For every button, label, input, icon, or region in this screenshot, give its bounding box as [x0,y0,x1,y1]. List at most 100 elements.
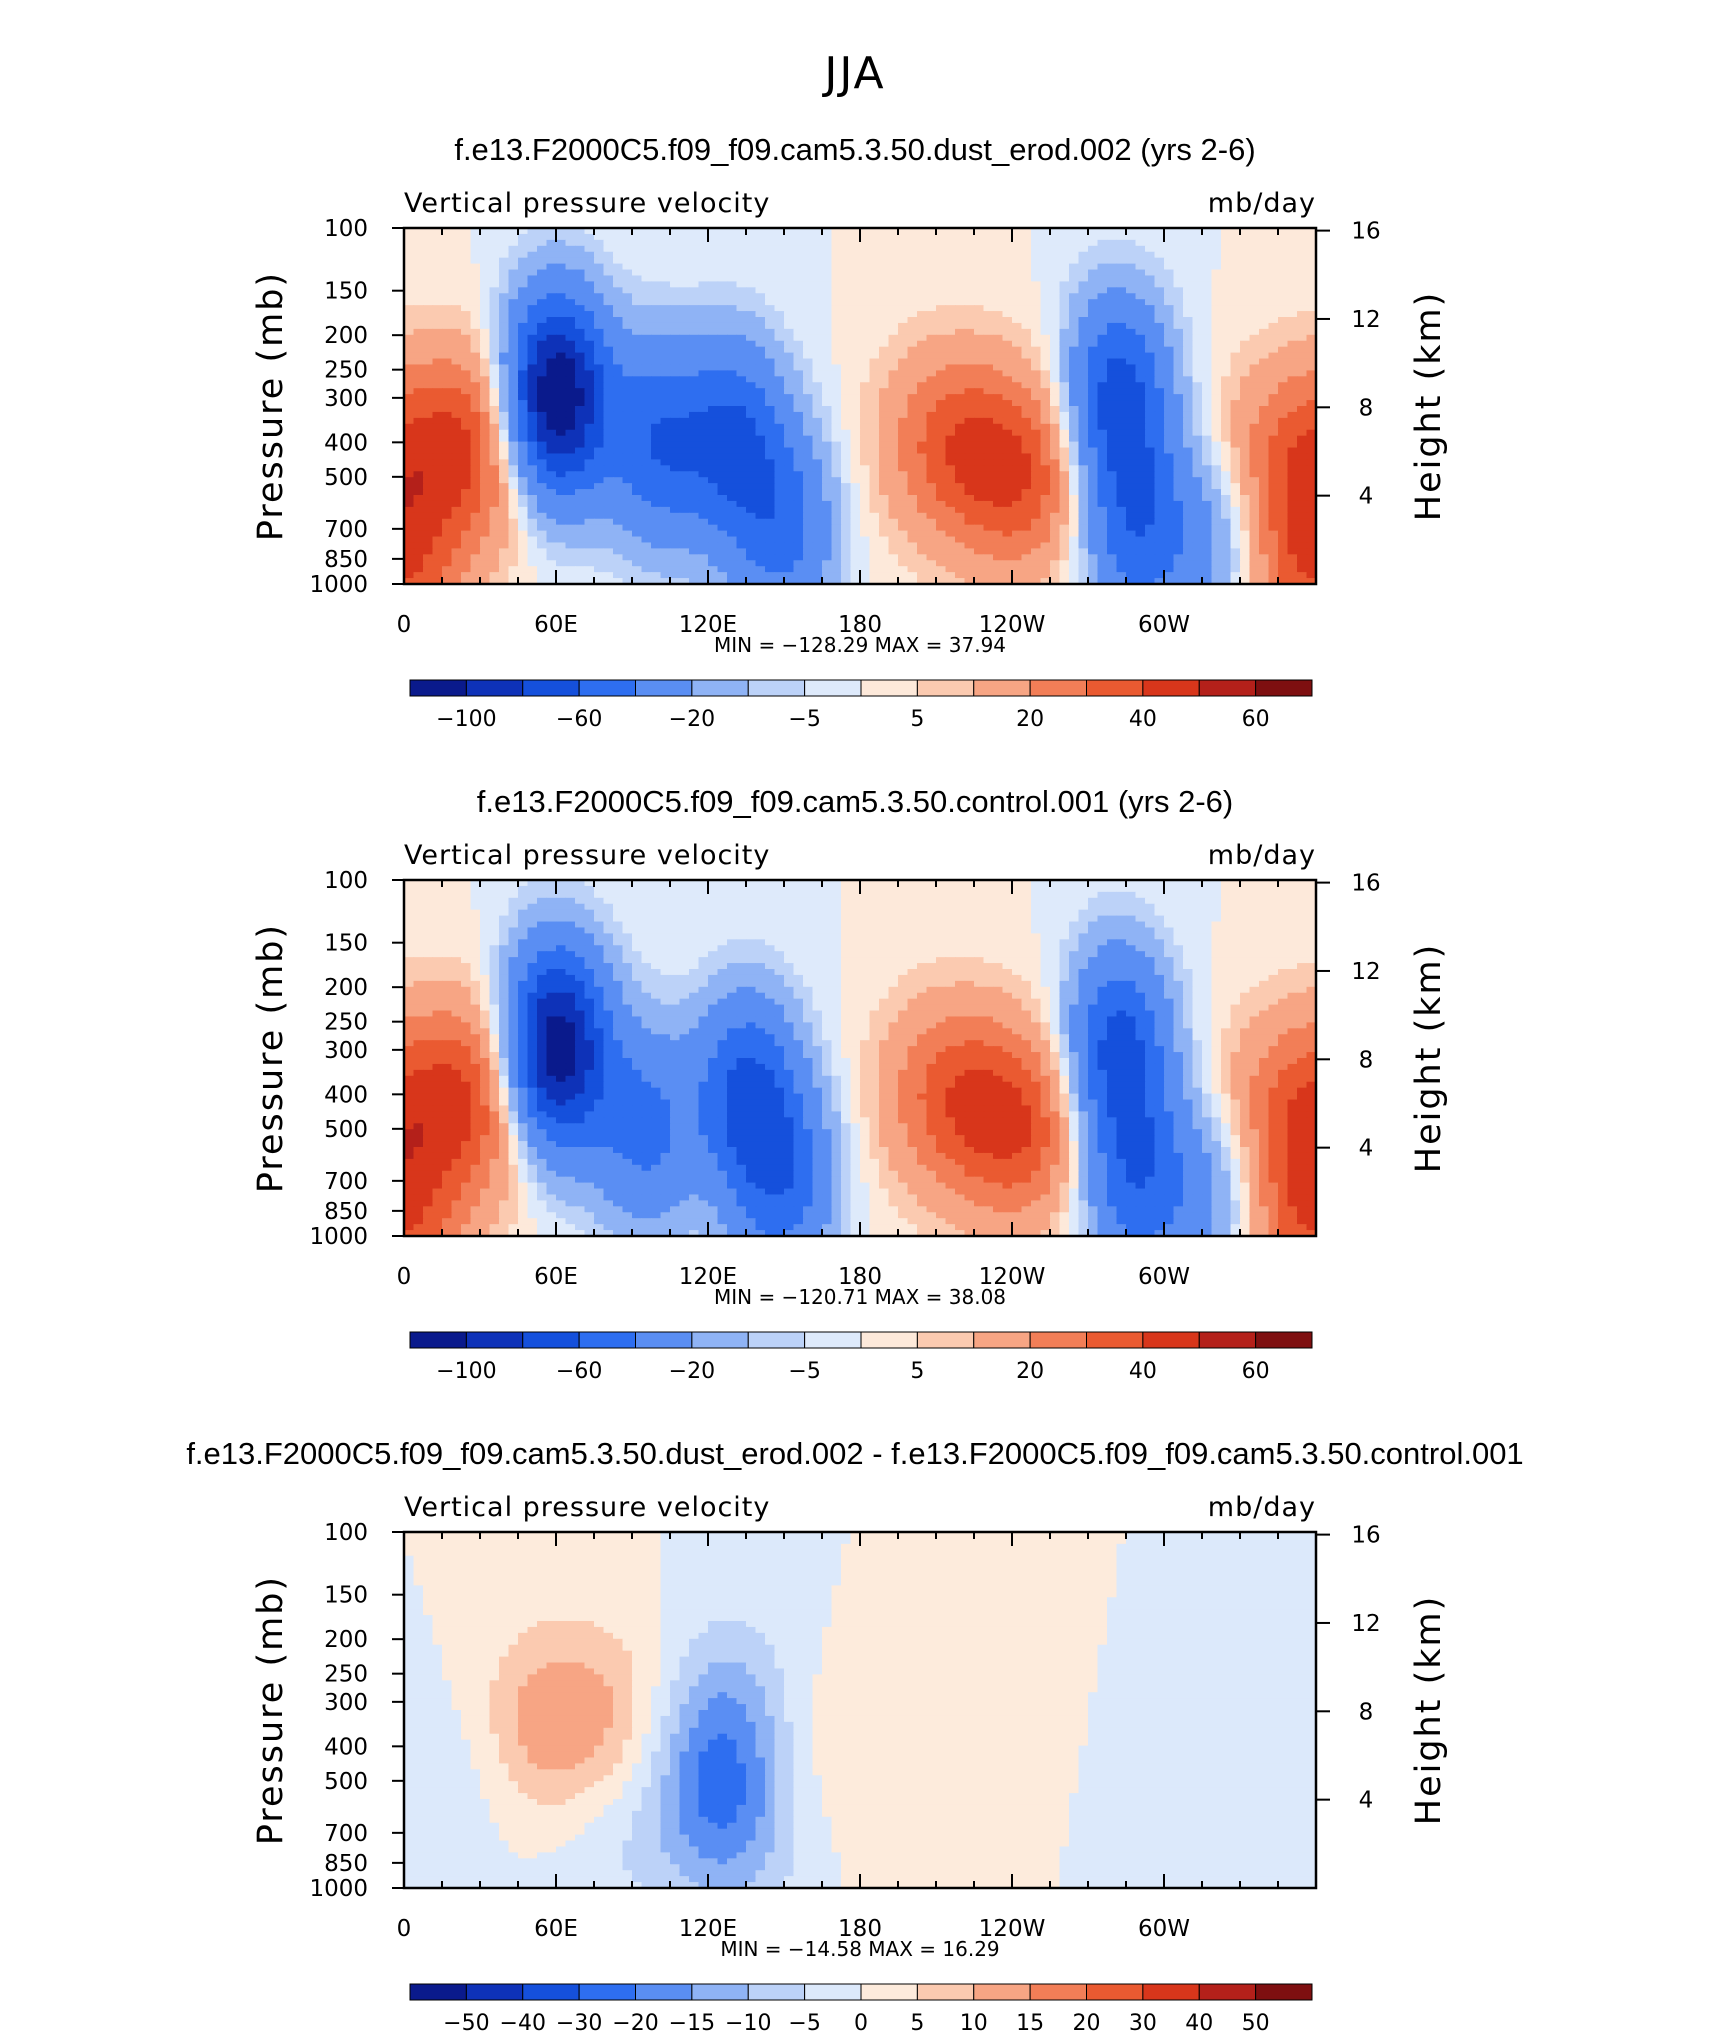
field-cell [508,512,519,520]
field-cell [964,257,975,265]
field-cell [1031,269,1042,277]
field-cell [603,518,614,526]
field-cell [879,453,890,460]
field-cell [442,530,453,538]
field-cell [1069,233,1080,241]
field-cell [1154,228,1165,235]
field-cell [1097,228,1108,235]
field-cell [784,358,795,366]
field-cell [917,441,928,449]
field-cell [1202,495,1213,502]
field-cell [442,245,453,253]
field-cell [698,364,709,371]
field-cell [518,471,529,478]
field-cell [537,263,548,271]
field-cell [584,477,595,484]
field-cell [622,346,633,354]
field-cell [1069,506,1080,514]
field-cell [755,447,766,455]
field-cell [689,358,700,366]
field-cell [404,358,415,366]
field-cell [1059,340,1070,348]
field-cell [1287,453,1298,460]
field-cell [1078,495,1089,502]
field-cell [755,287,766,294]
field-cell [784,352,795,360]
field-cell [1116,477,1127,484]
field-cell [432,495,443,502]
field-cell [1012,394,1023,401]
field-cell [955,293,966,300]
field-cell [603,305,614,312]
field-cell [1240,245,1251,253]
field-cell [1202,275,1213,282]
field-cell [613,317,624,324]
field-cell [679,275,690,282]
field-cell [888,417,899,425]
field-cell [1145,500,1156,508]
field-cell [527,328,538,336]
field-cell [641,328,652,336]
field-cell [470,251,481,259]
field-cell [470,322,481,330]
field-cell [907,269,918,277]
field-cell [546,530,557,538]
field-cell [641,530,652,538]
field-cell [651,239,662,247]
field-cell [898,506,909,514]
field-cell [679,287,690,294]
field-cell [698,459,709,466]
field-cell [594,417,605,425]
field-cell [404,530,415,538]
field-cell [1154,281,1165,288]
field-cell [537,328,548,336]
field-cell [945,495,956,502]
field-cell [774,364,785,371]
field-cell [651,322,662,330]
field-cell [888,275,899,282]
field-cell [670,364,681,371]
field-cell [993,530,1004,538]
field-cell [1021,388,1032,395]
field-cell [1249,340,1260,348]
field-cell [1240,382,1251,389]
field-cell [603,411,614,419]
field-cell [926,453,937,460]
field-cell [926,429,937,437]
field-cell [1040,429,1051,437]
field-cell [1173,429,1184,437]
field-cell [974,500,985,508]
field-cell [1059,447,1070,455]
field-cell [803,471,814,478]
field-cell [451,305,462,312]
field-cell [575,251,586,259]
field-cell [1221,417,1232,425]
field-cell [926,228,937,235]
field-cell [679,423,690,431]
field-cell [1031,358,1042,366]
field-cell [803,299,814,306]
field-cell [774,483,785,490]
field-cell [1059,394,1070,401]
field-cell [1249,423,1260,431]
field-cell [641,435,652,443]
field-cell [974,287,985,294]
field-cell [822,311,833,318]
field-cell [1050,441,1061,449]
field-cell [679,251,690,259]
field-cell [983,370,994,377]
field-cell [679,500,690,508]
field-cell [955,263,966,271]
field-cell [727,245,738,253]
field-cell [1230,465,1241,472]
field-cell [632,257,643,265]
field-cell [907,245,918,253]
field-cell [917,233,928,241]
field-cell [603,334,614,342]
field-cell [508,228,519,235]
field-cell [993,370,1004,377]
field-cell [1259,465,1270,472]
field-cell [822,417,833,425]
field-cell [546,435,557,443]
field-cell [917,239,928,247]
